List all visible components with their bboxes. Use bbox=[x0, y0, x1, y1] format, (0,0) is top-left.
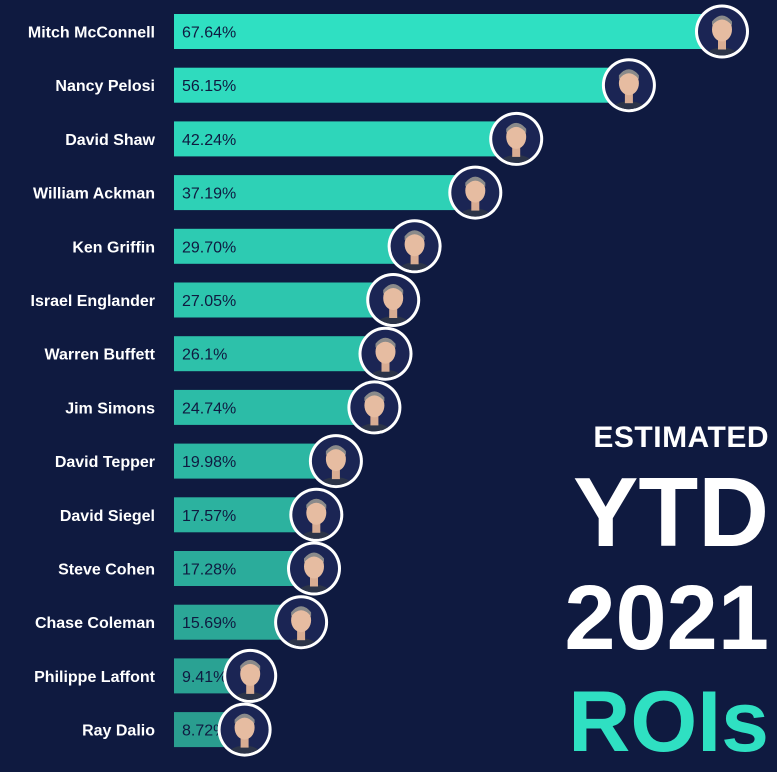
bar-row: Steve Cohen 17.28% bbox=[58, 541, 341, 596]
person-avatar-icon bbox=[287, 541, 341, 596]
title-estimated: ESTIMATED bbox=[593, 421, 769, 454]
person-avatar-icon bbox=[601, 58, 656, 113]
value-label: 9.41% bbox=[182, 669, 227, 686]
category-label: Mitch McConnell bbox=[28, 25, 155, 42]
bar bbox=[174, 336, 386, 372]
bar bbox=[174, 282, 394, 318]
category-label: Ray Dalio bbox=[82, 723, 155, 740]
bar-row: Chase Coleman 15.69% bbox=[35, 595, 329, 650]
value-label: 27.05% bbox=[182, 293, 236, 310]
person-avatar-icon bbox=[289, 487, 344, 542]
person-avatar-icon bbox=[695, 4, 749, 59]
category-label: Israel Englander bbox=[31, 293, 156, 310]
bar bbox=[174, 67, 629, 103]
person-avatar-icon bbox=[223, 648, 278, 703]
value-label: 56.15% bbox=[182, 78, 236, 95]
bar-row: Jim Simons 24.74% bbox=[65, 380, 402, 435]
category-label: Ken Griffin bbox=[72, 239, 155, 256]
person-avatar-icon bbox=[274, 595, 329, 650]
person-avatar-icon bbox=[489, 111, 544, 166]
value-label: 24.74% bbox=[182, 400, 236, 417]
title-rois: ROIs bbox=[568, 674, 769, 770]
category-label: David Tepper bbox=[55, 454, 155, 471]
bar bbox=[174, 228, 415, 264]
value-label: 17.28% bbox=[182, 562, 236, 579]
person-avatar-icon bbox=[358, 326, 413, 381]
category-label: William Ackman bbox=[33, 186, 155, 203]
value-label: 67.64% bbox=[182, 25, 236, 42]
category-label: Nancy Pelosi bbox=[55, 78, 155, 95]
side-title: ESTIMATED YTD 2021 ROIs bbox=[529, 418, 769, 770]
value-label: 29.70% bbox=[182, 239, 236, 256]
category-label: Steve Cohen bbox=[58, 562, 155, 579]
person-avatar-icon bbox=[448, 165, 503, 220]
value-label: 42.24% bbox=[182, 132, 236, 149]
bar-row: Philippe Laffont 9.41% bbox=[34, 648, 278, 703]
category-label: David Shaw bbox=[65, 132, 155, 149]
bar-row: David Siegel 17.57% bbox=[60, 487, 344, 542]
value-label: 26.1% bbox=[182, 347, 227, 364]
value-label: 37.19% bbox=[182, 186, 236, 203]
category-label: David Siegel bbox=[60, 508, 155, 525]
title-ytd: YTD bbox=[573, 457, 769, 567]
value-label: 17.57% bbox=[182, 508, 236, 525]
person-avatar-icon bbox=[366, 273, 421, 327]
bar bbox=[174, 14, 722, 49]
category-label: Warren Buffett bbox=[44, 347, 155, 364]
category-label: Philippe Laffont bbox=[34, 669, 156, 686]
bar-row: Ray Dalio 8.72% bbox=[82, 702, 272, 757]
bar bbox=[174, 389, 375, 425]
person-avatar-icon bbox=[217, 702, 272, 757]
bar-row: Nancy Pelosi 56.15% bbox=[55, 58, 656, 113]
title-year: 2021 bbox=[564, 567, 769, 669]
bar-row: Israel Englander 27.05% bbox=[31, 273, 421, 327]
category-label: Chase Coleman bbox=[35, 615, 155, 632]
bar bbox=[174, 121, 517, 157]
bar-row: David Shaw 42.24% bbox=[65, 111, 544, 166]
bar-row: David Tepper 19.98% bbox=[55, 434, 363, 489]
bar bbox=[174, 175, 476, 211]
value-label: 19.98% bbox=[182, 454, 236, 471]
bar-row: Warren Buffett 26.1% bbox=[44, 326, 413, 381]
value-label: 8.72% bbox=[182, 723, 227, 740]
person-avatar-icon bbox=[347, 380, 402, 435]
bar-row: William Ackman 37.19% bbox=[33, 165, 503, 220]
bar-row: Ken Griffin 29.70% bbox=[72, 219, 442, 274]
category-label: Jim Simons bbox=[65, 400, 155, 417]
person-avatar-icon bbox=[387, 219, 442, 274]
person-avatar-icon bbox=[308, 434, 363, 489]
bar-row: Mitch McConnell 67.64% bbox=[28, 4, 749, 59]
value-label: 15.69% bbox=[182, 615, 236, 632]
